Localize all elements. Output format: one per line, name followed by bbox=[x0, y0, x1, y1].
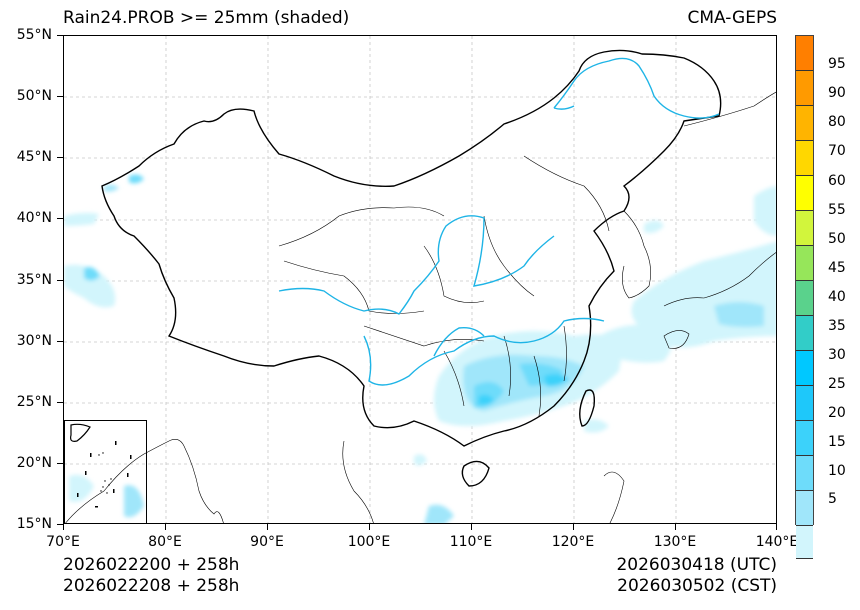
colorbar-segment bbox=[796, 211, 813, 246]
colorbar-label: 40 bbox=[828, 289, 846, 305]
x-tick-label: 110°E bbox=[449, 534, 493, 550]
y-tick-label: 20°N bbox=[16, 455, 52, 471]
colorbar-label: 20 bbox=[828, 405, 846, 421]
colorbar-segment bbox=[796, 526, 813, 559]
init-time-block: 2026022200 + 258h 2026022208 + 258h bbox=[63, 555, 239, 597]
y-tick bbox=[57, 218, 63, 220]
colorbar-label: 60 bbox=[828, 173, 846, 189]
colorbar-label: 80 bbox=[828, 114, 846, 130]
y-tick-label: 35°N bbox=[16, 272, 52, 288]
province-borders bbox=[65, 91, 776, 523]
y-tick bbox=[57, 341, 63, 343]
rivers bbox=[278, 57, 720, 386]
colorbar-segment bbox=[796, 351, 813, 386]
y-tick-label: 25°N bbox=[16, 394, 52, 410]
y-tick bbox=[57, 280, 63, 282]
colorbar-label: 95 bbox=[828, 56, 846, 72]
colorbar-label: 10 bbox=[828, 463, 846, 479]
colorbar-label: 90 bbox=[828, 85, 846, 101]
x-tick-label: 100°E bbox=[347, 534, 391, 550]
y-tick bbox=[57, 463, 63, 465]
precip-shading bbox=[64, 174, 776, 523]
x-tick bbox=[471, 524, 473, 530]
valid-time-utc: 2026030418 (UTC) bbox=[616, 555, 777, 575]
colorbar-label: 70 bbox=[828, 143, 846, 159]
colorbar-label: 30 bbox=[828, 347, 846, 363]
colorbar-label: 5 bbox=[828, 491, 837, 507]
x-tick-label: 80°E bbox=[148, 534, 182, 550]
colorbar-segment bbox=[796, 246, 813, 281]
init-time-cst: 2026022208 + 258h bbox=[63, 576, 240, 596]
colorbar-segment bbox=[796, 559, 813, 592]
national-border bbox=[101, 49, 722, 487]
y-tick-label: 45°N bbox=[16, 149, 52, 165]
colorbar-label: 35 bbox=[828, 318, 846, 334]
colorbar-label: 45 bbox=[828, 260, 846, 276]
colorbar-label: 55 bbox=[828, 202, 846, 218]
x-tick-label: 130°E bbox=[653, 534, 697, 550]
colorbar-segment bbox=[796, 71, 813, 106]
y-tick bbox=[57, 96, 63, 98]
x-tick bbox=[776, 524, 778, 530]
x-tick bbox=[267, 524, 269, 530]
y-tick bbox=[57, 35, 63, 37]
y-tick bbox=[57, 402, 63, 404]
y-tick bbox=[57, 157, 63, 159]
model-name: CMA-GEPS bbox=[687, 8, 777, 28]
x-tick bbox=[369, 524, 371, 530]
valid-time-cst: 2026030502 (CST) bbox=[617, 576, 777, 596]
colorbar-segment bbox=[796, 141, 813, 176]
y-tick-label: 50°N bbox=[16, 88, 52, 104]
colorbar bbox=[795, 35, 814, 592]
x-tick-label: 140°E bbox=[755, 534, 799, 550]
colorbar-segment bbox=[796, 316, 813, 351]
colorbar-label: 25 bbox=[828, 376, 846, 392]
colorbar-segment bbox=[796, 491, 813, 526]
map-canvas bbox=[64, 36, 776, 523]
x-tick bbox=[675, 524, 677, 530]
colorbar-segment bbox=[796, 281, 813, 316]
x-tick bbox=[63, 524, 65, 530]
y-tick-label: 30°N bbox=[16, 333, 52, 349]
inset-map-south-china-sea bbox=[64, 420, 147, 523]
init-time-utc: 2026022200 + 258h bbox=[63, 555, 240, 575]
y-tick-label: 15°N bbox=[16, 516, 52, 532]
x-tick-label: 120°E bbox=[551, 534, 595, 550]
colorbar-segment bbox=[796, 36, 813, 71]
inset-map-canvas bbox=[70, 423, 132, 508]
x-tick bbox=[165, 524, 167, 530]
colorbar-segment bbox=[796, 456, 813, 491]
colorbar-segment bbox=[796, 106, 813, 141]
x-tick-label: 90°E bbox=[250, 534, 284, 550]
colorbar-segment bbox=[796, 176, 813, 211]
valid-time-block: 2026030418 (UTC) 2026030502 (CST) bbox=[616, 555, 777, 597]
chart-title: Rain24.PROB >= 25mm (shaded) bbox=[63, 8, 350, 28]
x-tick bbox=[573, 524, 575, 530]
x-tick-label: 70°E bbox=[46, 534, 80, 550]
map-plot-area bbox=[63, 35, 777, 524]
colorbar-segment bbox=[796, 386, 813, 421]
colorbar-label: 50 bbox=[828, 231, 846, 247]
y-tick-label: 40°N bbox=[16, 210, 52, 226]
y-tick bbox=[57, 524, 63, 526]
colorbar-label: 15 bbox=[828, 434, 846, 450]
colorbar-segment bbox=[796, 421, 813, 456]
y-tick-label: 55°N bbox=[16, 27, 52, 43]
